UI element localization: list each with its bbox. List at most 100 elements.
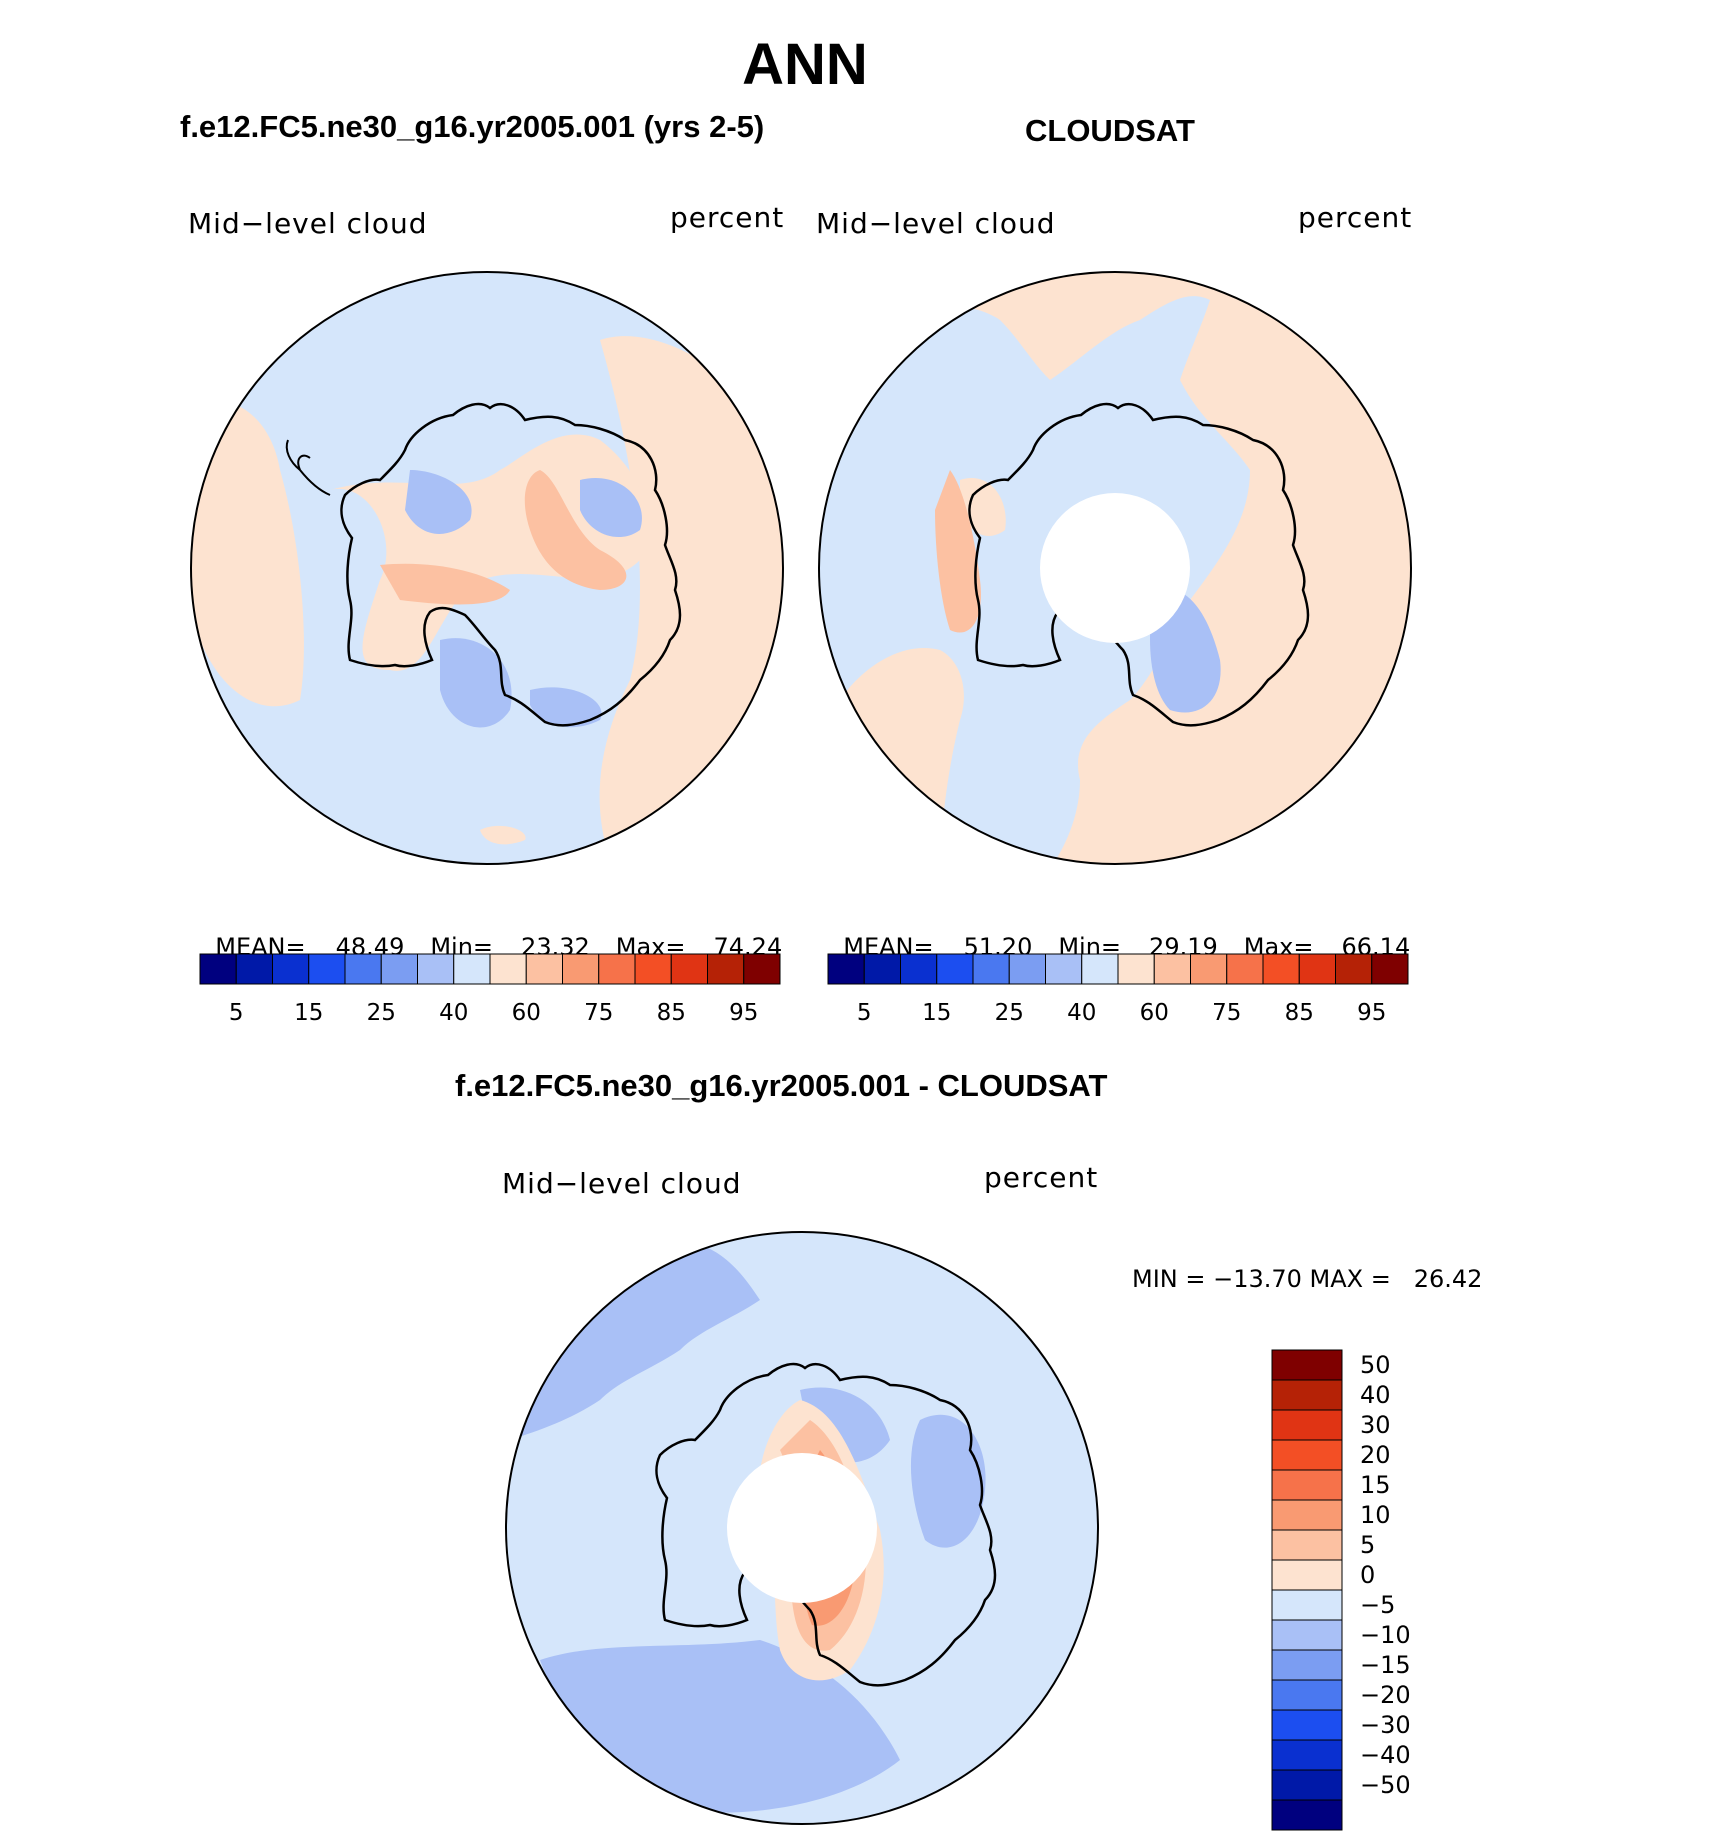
diff-region-negative-east [910, 1414, 986, 1548]
obs-colorbar-box-1 [863, 953, 901, 985]
obs-coastline [968, 402, 1310, 727]
obs-colorbar-box-12 [1262, 953, 1300, 985]
obs-colorbar-label-6: 85 [1285, 1000, 1314, 1026]
diff-case-title: f.e12.FC5.ne30_g16.yr2005.001 - CLOUDSAT [455, 1068, 1108, 1103]
obs-colorbar-box-7 [1081, 953, 1119, 985]
model-case-title: f.e12.FC5.ne30_g16.yr2005.001 (yrs 2-5) [180, 109, 765, 144]
obs-units-label: percent [1298, 201, 1413, 234]
model-region-west-positive [191, 401, 304, 707]
obs-colorbar-label-3: 40 [1067, 1000, 1096, 1026]
diff-colorbar-label-11: −20 [1360, 1681, 1411, 1709]
model-colorbar-box-13 [670, 953, 708, 985]
obs-colorbar-box-6 [1045, 953, 1083, 985]
diff-variable-label: Mid−level cloud [502, 1167, 742, 1200]
diff-colorbar-box-11 [1271, 1679, 1343, 1711]
model-region-interior-high [524, 470, 627, 590]
model-region-negative-3 [440, 638, 512, 728]
obs-colorbar-box-2 [900, 953, 938, 985]
diff-colorbar-label-2: 30 [1360, 1411, 1391, 1439]
diff-colorbar-box-14 [1271, 1769, 1343, 1801]
diff-colorbar-box-15 [1271, 1799, 1343, 1831]
diff-colorbar-box-4 [1271, 1469, 1343, 1501]
obs-case-title: CLOUDSAT [1025, 113, 1195, 148]
obs-colorbar-box-15 [1371, 953, 1409, 985]
obs-colorbar-box-8 [1117, 953, 1155, 985]
diff-coastline [655, 1362, 997, 1687]
obs-colorbar-box-14 [1335, 953, 1373, 985]
diff-colorbar-box-0 [1271, 1349, 1343, 1381]
model-colorbar-box-14 [707, 953, 745, 985]
diff-units-label: percent [984, 1161, 1099, 1194]
diff-colorbar-label-7: 0 [1360, 1561, 1375, 1589]
obs-colorbar-box-5 [1008, 953, 1046, 985]
diff-colorbar-label-3: 20 [1360, 1441, 1391, 1469]
model-colorbar-box-10 [562, 953, 600, 985]
obs-colorbar-label-7: 95 [1357, 1000, 1386, 1026]
model-colorbar-label-0: 5 [229, 1000, 244, 1026]
diff-colorbar-label-5: 10 [1360, 1501, 1391, 1529]
model-region-shelf-high [380, 563, 510, 605]
diff-colorbar-label-12: −30 [1360, 1711, 1411, 1739]
diff-colorbar-box-10 [1271, 1649, 1343, 1681]
diff-colorbar-box-13 [1271, 1739, 1343, 1771]
diff-colorbar-label-1: 40 [1360, 1381, 1391, 1409]
diff-colorbar-box-1 [1271, 1379, 1343, 1411]
model-colorbar-box-5 [380, 953, 418, 985]
diff-colorbar-box-7 [1271, 1559, 1343, 1591]
diff-colorbar-label-14: −50 [1360, 1771, 1411, 1799]
model-colorbar: 5 15 25 40 60 75 85 95 [199, 953, 781, 1026]
model-peninsula-coast [285, 439, 331, 496]
model-map-border [190, 271, 784, 865]
model-colorbar-box-15 [743, 953, 781, 985]
model-colorbar-label-3: 40 [439, 1000, 468, 1026]
diff-colorbar-box-6 [1271, 1529, 1343, 1561]
model-colorbar-label-5: 75 [584, 1000, 613, 1026]
diff-colorbar-box-12 [1271, 1709, 1343, 1741]
model-colorbar-box-3 [308, 953, 346, 985]
model-colorbar-box-4 [344, 953, 382, 985]
diff-colorbar-box-9 [1271, 1619, 1343, 1651]
model-colorbar-box-11 [598, 953, 636, 985]
model-colorbar-box-1 [235, 953, 273, 985]
diff-colorbar-box-5 [1271, 1499, 1343, 1531]
diff-colorbar-label-8: −5 [1360, 1591, 1395, 1619]
diff-map [505, 1231, 1099, 1825]
model-colorbar-box-9 [525, 953, 563, 985]
obs-region-peninsula-high [935, 470, 981, 633]
diff-colorbar-label-9: −10 [1360, 1621, 1411, 1649]
model-region-north-positive [480, 825, 526, 845]
obs-colorbar-label-4: 60 [1140, 1000, 1169, 1026]
obs-colorbar-box-10 [1190, 953, 1228, 985]
obs-colorbar-box-0 [827, 953, 865, 985]
diff-map-border [505, 1231, 1099, 1825]
model-colorbar-box-8 [489, 953, 527, 985]
obs-colorbar-box-4 [972, 953, 1010, 985]
obs-colorbar-box-9 [1153, 953, 1191, 985]
diff-colorbar-box-3 [1271, 1439, 1343, 1471]
figure-title: ANN [742, 32, 868, 97]
diff-minmax: MIN = −13.70 MAX = 26.42 [1132, 1265, 1483, 1293]
diff-colorbar-box-2 [1271, 1409, 1343, 1441]
obs-colorbar-label-2: 25 [995, 1000, 1024, 1026]
diff-colorbar-label-13: −40 [1360, 1741, 1411, 1769]
model-region-negative-1 [405, 470, 472, 534]
obs-region-negative-main [819, 296, 1250, 864]
obs-colorbar-box-11 [1226, 953, 1264, 985]
model-region-negative-4 [530, 687, 602, 728]
obs-variable-label: Mid−level cloud [816, 207, 1056, 240]
obs-colorbar-label-1: 15 [922, 1000, 951, 1026]
model-colorbar-box-2 [272, 953, 310, 985]
diff-colorbar-label-6: 5 [1360, 1531, 1375, 1559]
model-units-label: percent [670, 201, 785, 234]
diff-colorbar-label-10: −15 [1360, 1651, 1411, 1679]
model-variable-label: Mid−level cloud [188, 207, 428, 240]
obs-map [818, 271, 1412, 865]
obs-polar-mask [1040, 493, 1190, 643]
obs-map-border [818, 271, 1412, 865]
diff-colorbar-label-0: 50 [1360, 1351, 1391, 1379]
model-colorbar-box-7 [453, 953, 491, 985]
model-colorbar-label-7: 95 [729, 1000, 758, 1026]
model-map [190, 271, 784, 865]
model-colorbar-label-2: 25 [367, 1000, 396, 1026]
